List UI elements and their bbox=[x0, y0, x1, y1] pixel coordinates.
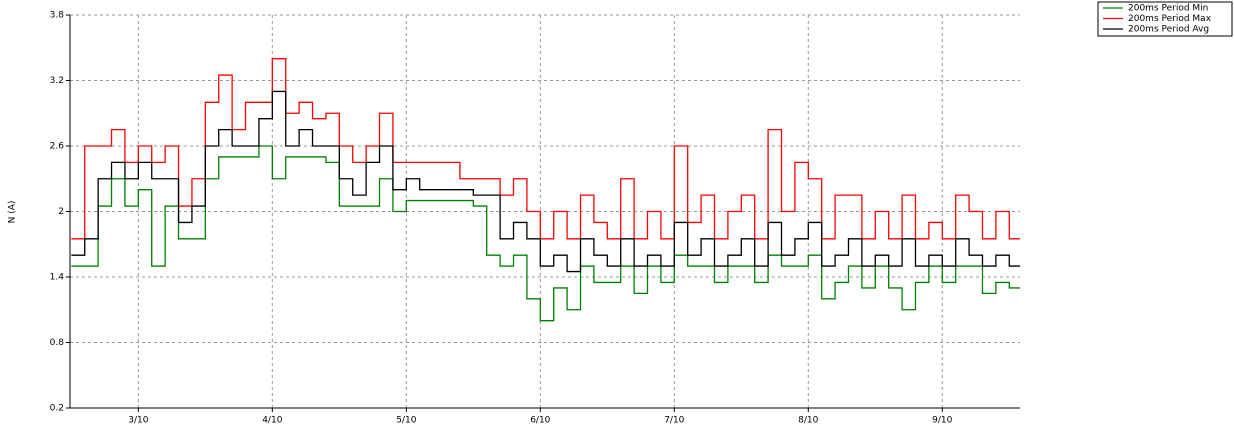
series-line bbox=[71, 145, 1020, 322]
legend-label: 200ms Period Max bbox=[1128, 14, 1212, 24]
series-line bbox=[71, 90, 1020, 273]
y-tick-label: 0.8 bbox=[50, 338, 65, 348]
x-tick-label: 5/10 bbox=[396, 416, 416, 426]
x-tick-label: 9/10 bbox=[932, 416, 952, 426]
y-tick-label: 1.4 bbox=[50, 273, 65, 283]
legend-label: 200ms Period Min bbox=[1128, 4, 1208, 14]
y-axis-label: N (A) bbox=[8, 201, 18, 224]
x-tick-label: 8/10 bbox=[798, 416, 818, 426]
y-tick-label: 0.2 bbox=[50, 404, 64, 414]
x-tick-label: 4/10 bbox=[262, 416, 282, 426]
y-tick-label: 3.2 bbox=[50, 76, 64, 86]
y-tick-label: 2 bbox=[58, 207, 64, 217]
series-line bbox=[71, 58, 1020, 240]
legend-label: 200ms Period Avg bbox=[1128, 25, 1209, 35]
x-tick-label: 3/10 bbox=[128, 416, 148, 426]
x-tick-label: 7/10 bbox=[664, 416, 684, 426]
y-tick-label: 2.6 bbox=[50, 142, 65, 152]
x-tick-label: 6/10 bbox=[530, 416, 550, 426]
y-tick-label: 3.8 bbox=[50, 11, 65, 21]
